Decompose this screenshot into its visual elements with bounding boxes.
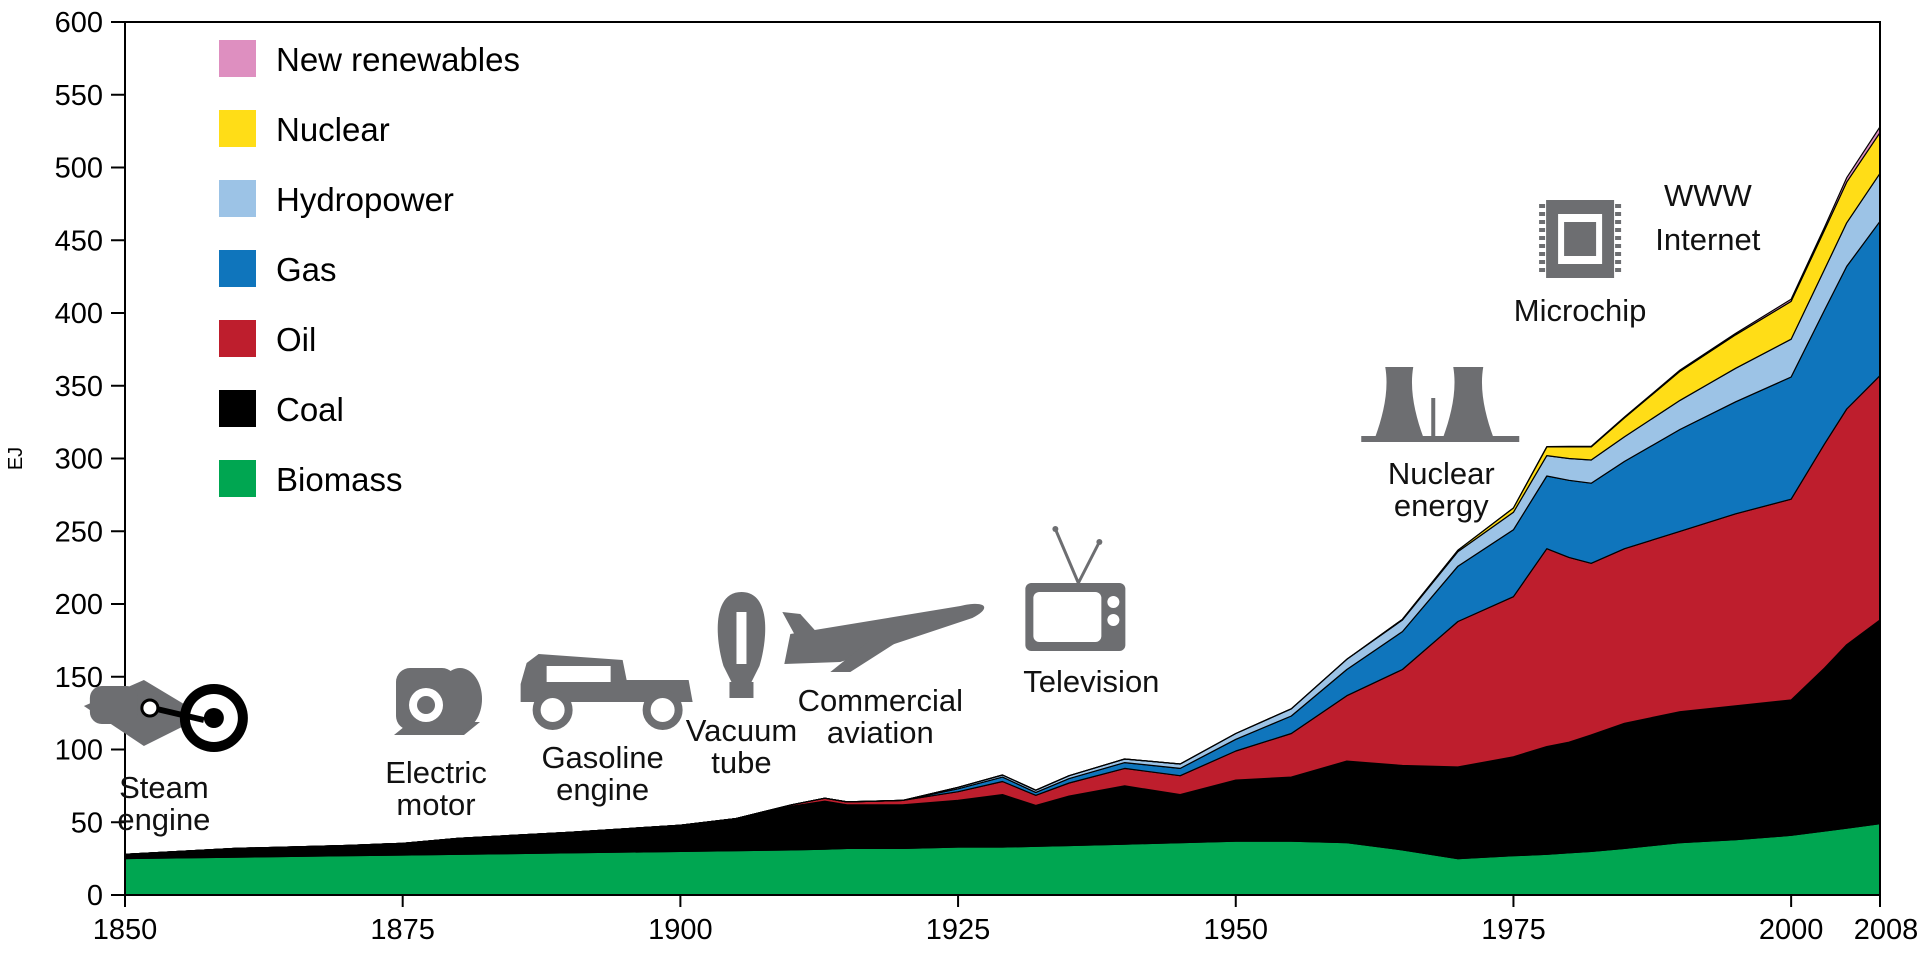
legend-swatch [219,250,256,287]
legend-swatch [219,460,256,497]
legend-label: Coal [276,391,344,428]
annotation-label: energy [1394,488,1489,523]
x-tick-label: 1875 [370,914,435,946]
annotation-chip: Microchip [1514,200,1647,328]
y-axis-label: EJ [5,447,27,470]
annotation-label: motor [396,787,475,822]
legend-label: Hydropower [276,181,454,218]
electric-motor-icon [394,668,483,735]
annotation-label: Nuclear [1388,456,1495,491]
legend-swatch [219,110,256,147]
y-tick-label: 450 [55,225,103,257]
annotation-label: engine [117,802,210,837]
annotation-label: WWW [1664,178,1753,213]
cooling-tower-icon [1361,367,1520,442]
legend-label: Oil [276,321,316,358]
annotation-label: Steam [119,770,209,805]
legend-swatch [219,390,256,427]
y-tick-label: 300 [55,444,103,476]
x-tick-label: 1950 [1204,914,1269,946]
y-tick-label: 600 [55,7,103,39]
y-tick-label: 100 [55,735,103,767]
annotation-label: Microchip [1514,293,1647,328]
x-tick-label: 2000 [1759,914,1824,946]
legend-label: Biomass [276,461,403,498]
annotation-label: Television [1023,664,1159,699]
annotation-label: tube [711,745,771,780]
x-tick-label: 1900 [648,914,713,946]
y-tick-label: 50 [71,807,103,839]
legend-label: New renewables [276,41,520,78]
annotation-label: Gasoline [541,740,663,775]
annotation-label: Commercial [798,683,963,718]
annotation-label: Internet [1655,222,1761,257]
annotations: SteamengineElectricmotorGasolineengineVa… [83,178,1761,837]
annotation-tv: Television [1023,526,1159,699]
legend-swatch [219,40,256,77]
television-icon [1025,526,1126,651]
legend-label: Nuclear [276,111,390,148]
airplane-icon [782,603,985,672]
x-tick-label: 1975 [1481,914,1546,946]
legend-swatch [219,180,256,217]
legend: New renewables Nuclear Hydropower Gas Oil Coa… [219,40,520,498]
y-tick-label: 200 [55,589,103,621]
vacuum-tube-icon [717,592,766,698]
y-tick-label: 350 [55,371,103,403]
annotation-label: aviation [827,715,934,750]
axes: 0501001502002503003504004505005506001850… [5,7,1918,946]
annotation-label: Vacuum [686,713,797,748]
annotation-label: Electric [385,755,487,790]
y-tick-label: 250 [55,516,103,548]
annotation-www: WWW Internet [1655,178,1761,257]
legend-label: Gas [276,251,337,288]
microchip-icon [1539,200,1622,278]
y-tick-label: 500 [55,153,103,185]
y-tick-label: 400 [55,298,103,330]
car-icon [520,654,693,730]
annotation-label: engine [556,772,649,807]
legend-swatch [219,320,256,357]
y-tick-label: 550 [55,80,103,112]
x-tick-label: 1925 [926,914,991,946]
x-tick-label: 2008 [1854,914,1919,946]
y-tick-label: 0 [87,880,103,912]
x-tick-label: 1850 [93,914,158,946]
steam-engine-icon [83,680,248,752]
